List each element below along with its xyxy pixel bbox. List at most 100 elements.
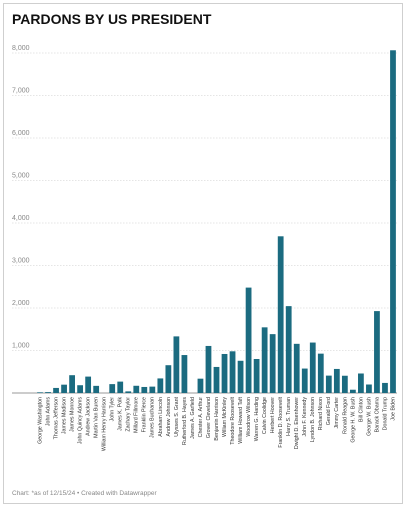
footer: Chart: *as of 12/15/24 • Created with Da…: [12, 490, 157, 497]
x-tick-label: Franklin Pierce: [142, 397, 148, 432]
bar: [93, 385, 100, 393]
x-tick-label: James Buchanan: [150, 397, 156, 438]
x-tick-label: Theodore Roosevelt: [230, 396, 236, 444]
x-tick-label: Zachary Taylor: [126, 397, 132, 432]
bar: [349, 389, 356, 393]
bar: [133, 385, 140, 393]
x-tick-label: Andrew Johnson: [166, 397, 172, 437]
x-tick-label: James Madison: [61, 397, 67, 434]
x-tick-label: Richard Nixon: [318, 397, 324, 430]
x-tick-label: Grover Cleveland: [206, 397, 212, 438]
x-tick-label: Andrew Jackson: [86, 397, 92, 436]
x-tick-label: Barack Obama: [374, 397, 380, 432]
x-tick-label: Abraham Lincoln: [158, 397, 164, 437]
y-tick-label: 5,000: [12, 173, 30, 180]
bar: [245, 287, 252, 393]
y-tick-label: 8,000: [12, 45, 30, 52]
bar: [45, 392, 51, 393]
bar: [173, 336, 180, 393]
x-tick-label: Lyndon B. Johnson: [310, 397, 316, 442]
x-tick-label: Bill Clinton: [358, 397, 364, 422]
y-tick-label: 4,000: [12, 215, 30, 222]
x-tick-label: Rutherford B. Hayes: [182, 397, 188, 445]
x-tick-label: John F. Kennedy: [302, 397, 308, 437]
bar: [117, 381, 124, 393]
bar: [277, 236, 284, 393]
bar: [53, 387, 59, 393]
bar: [229, 351, 236, 393]
x-tick-label: William Howard Taft: [238, 396, 244, 443]
x-tick-label: John Quincy Adams: [78, 397, 84, 444]
bar: [309, 342, 316, 393]
bar: [141, 386, 148, 393]
chart-title: PARDONS BY US PRESIDENT: [12, 11, 212, 27]
x-tick-label: Calvin Coolidge: [262, 397, 268, 434]
y-tick-label: 1,000: [12, 343, 30, 350]
frame: [3, 3, 403, 504]
x-tick-label: William Henry Harrison: [102, 397, 108, 451]
x-tick-label: Millard Fillmore: [134, 397, 140, 433]
x-tick-label: Ronald Reagan: [342, 397, 348, 434]
bar: [37, 392, 43, 393]
bar: [61, 384, 67, 393]
bar: [301, 368, 308, 393]
x-tick-label: Harry S. Truman: [286, 397, 292, 436]
bar: [253, 359, 260, 393]
x-tick-label: Dwight D. Eisenhower: [294, 397, 300, 449]
x-tick-label: John Adams: [45, 397, 51, 427]
x-tick-label: James Monroe: [70, 397, 76, 432]
bar: [317, 353, 324, 393]
bar: [374, 311, 380, 393]
bar: [69, 375, 75, 393]
x-tick-label: Joe Biden: [390, 397, 396, 421]
y-tick-label: 3,000: [12, 258, 30, 265]
x-tick-label: Thomas Jefferson: [53, 397, 59, 439]
bar: [293, 343, 300, 393]
x-tick-label: Herbert Hoover: [270, 397, 276, 433]
bar: [341, 375, 348, 393]
bar: [85, 376, 92, 393]
bar: [205, 345, 212, 393]
bar: [366, 384, 372, 393]
bar: [261, 327, 268, 393]
x-tick-label: Warren G. Harding: [254, 397, 260, 441]
y-tick-label: 2,000: [12, 300, 30, 307]
bar: [181, 355, 188, 393]
x-tick-label: Gerald Ford: [326, 397, 332, 425]
x-tick-label: Benjamin Harrison: [214, 397, 220, 441]
x-tick-label: James K. Polk: [118, 397, 124, 431]
bar: [109, 384, 116, 393]
x-tick-label: William McKinley: [222, 397, 228, 437]
x-tick-label: George W. Bush: [366, 397, 372, 436]
x-tick-label: Donald Trump: [382, 397, 388, 430]
bar: [77, 385, 84, 393]
y-tick-label: 6,000: [12, 130, 30, 137]
bar: [213, 366, 220, 393]
x-tick-label: George Washington: [37, 397, 43, 444]
bar: [269, 334, 276, 393]
x-tick-label: Chester A. Arthur: [198, 397, 204, 438]
bar: [358, 373, 364, 393]
bar: [165, 365, 172, 393]
x-tick-label: Martin Van Buren: [94, 397, 100, 438]
x-tick-label: Ulysses S. Grant: [174, 396, 180, 436]
bar: [325, 375, 332, 393]
x-tick-label: Woodrow Wilson: [246, 397, 252, 437]
bar: [221, 353, 228, 393]
x-tick-label: Jimmy Carter: [334, 397, 340, 429]
bar: [390, 50, 396, 393]
bar: [333, 368, 340, 393]
bar: [149, 386, 156, 393]
x-tick-label: George H. W. Bush: [350, 397, 356, 443]
x-tick-label: James A. Garfield: [190, 397, 196, 439]
x-tick-label: John Tyler: [110, 397, 116, 422]
bar: [237, 360, 244, 393]
bar: [382, 382, 388, 393]
y-tick-label: 7,000: [12, 88, 30, 95]
bar: [285, 306, 292, 393]
x-tick-label: Franklin D. Roosevelt: [278, 396, 284, 447]
bar: [125, 391, 132, 393]
bar: [197, 378, 204, 393]
bar: [157, 378, 164, 393]
